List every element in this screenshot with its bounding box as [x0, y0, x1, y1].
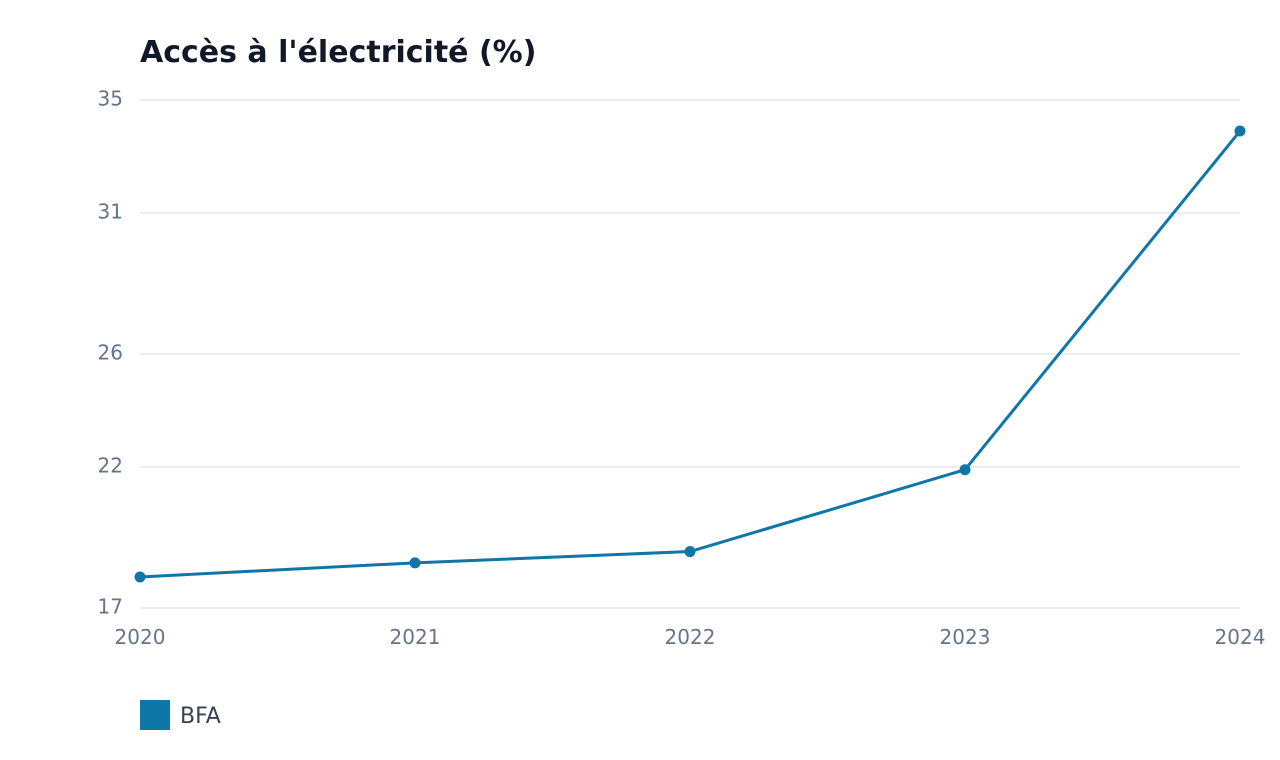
chart-title: Accès à l'électricité (%) — [140, 35, 536, 70]
legend: BFA — [140, 700, 221, 730]
data-point — [409, 557, 421, 569]
series-layer — [134, 125, 1246, 583]
gridlines — [140, 99, 1240, 609]
y-tick-label: 26 — [98, 341, 123, 365]
y-tick-label: 22 — [98, 453, 123, 477]
y-tick-label: 31 — [98, 199, 123, 223]
x-axis-ticks: 2020 2021 2022 2023 2024 — [115, 625, 1266, 649]
x-tick-label: 2023 — [940, 625, 991, 649]
x-tick-label: 2021 — [390, 625, 441, 649]
legend-swatch — [140, 700, 170, 730]
x-tick-label: 2024 — [1215, 625, 1266, 649]
data-point — [1234, 125, 1246, 137]
y-axis-ticks: 17 22 26 31 35 — [98, 87, 123, 619]
data-point — [134, 571, 146, 583]
y-tick-label: 17 — [98, 595, 123, 619]
x-tick-label: 2020 — [115, 625, 166, 649]
data-point — [959, 464, 971, 476]
y-tick-label: 35 — [98, 87, 123, 111]
data-point — [684, 546, 696, 558]
legend-label: BFA — [180, 704, 221, 729]
x-tick-label: 2022 — [665, 625, 716, 649]
